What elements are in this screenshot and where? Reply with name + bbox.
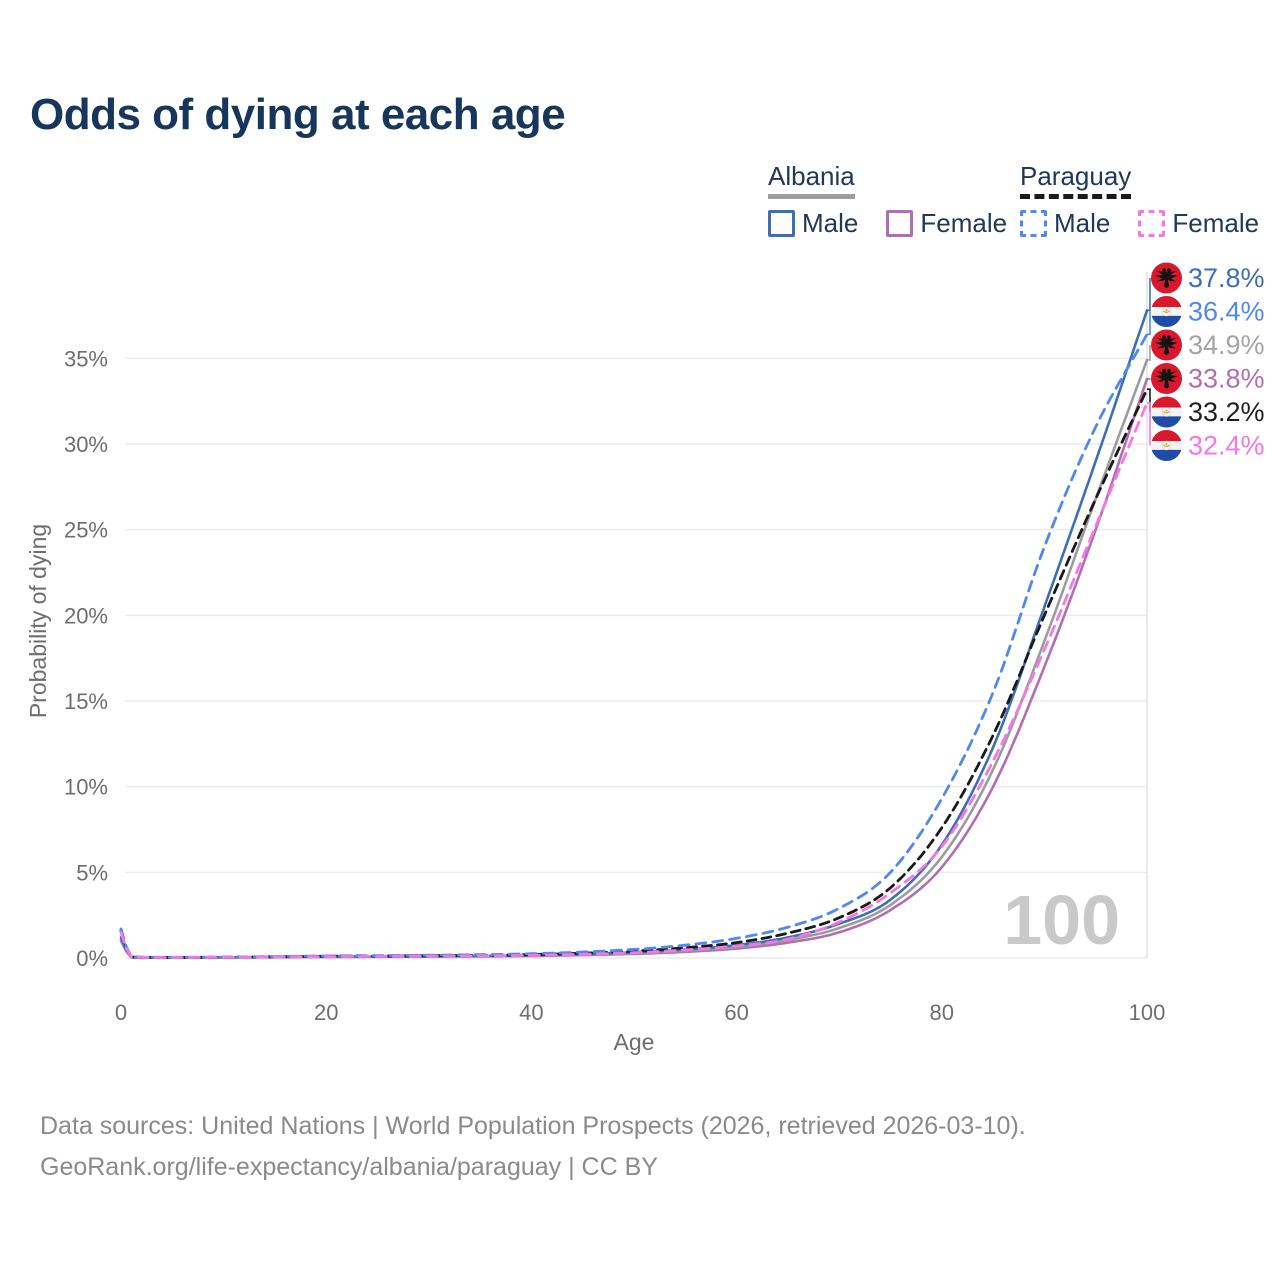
end-label-leader-line (1147, 402, 1151, 446)
paraguay-male-swatch-icon (1020, 210, 1047, 237)
legend-item-albania-male[interactable]: Male (768, 208, 858, 239)
x-tick-label: 80 (930, 1000, 954, 1025)
end-label-value: 32.4% (1188, 431, 1265, 461)
x-tick-label: 40 (519, 1000, 543, 1025)
flag-paraguay-icon (1151, 296, 1182, 327)
flag-paraguay-icon (1151, 397, 1182, 428)
legend-item-label: Male (1054, 208, 1111, 238)
legend-group-albania: Albania Male Female (768, 163, 1007, 239)
legend-header-albania: Albania (768, 163, 855, 199)
x-tick-label: 0 (115, 1000, 127, 1025)
legend-item-paraguay-female[interactable]: Female (1138, 208, 1259, 239)
legend-items-albania: Male Female (768, 208, 1007, 239)
y-tick-label: 25% (64, 518, 108, 543)
series-line-albania-female[interactable] (119, 377, 1149, 959)
series-line-albania-both-sexes[interactable] (119, 358, 1149, 959)
footer-source-line-1: Data sources: United Nations | World Pop… (40, 1112, 1026, 1140)
age-watermark: 100 (1003, 881, 1120, 959)
flag-albania-icon (1151, 363, 1182, 394)
legend-item-label: Male (802, 208, 859, 238)
end-label-value: 36.4% (1188, 297, 1265, 327)
legend-item-albania-female[interactable]: Female (886, 208, 1007, 239)
footer-source-line-2: GeoRank.org/life-expectancy/albania/para… (40, 1153, 658, 1181)
flag-albania-icon (1151, 329, 1182, 361)
series-line-paraguay-male[interactable] (119, 332, 1149, 959)
flag-paraguay-icon (1151, 430, 1182, 461)
end-label-value: 37.8% (1188, 263, 1265, 293)
y-axis-title: Probability of dying (25, 524, 51, 718)
x-tick-label: 100 (1129, 1000, 1166, 1025)
end-label-value: 33.2% (1188, 397, 1265, 427)
series-line-albania-male[interactable] (119, 309, 1149, 959)
series-line-paraguay-female[interactable] (119, 401, 1149, 959)
end-label-leader-line (1147, 278, 1151, 312)
paraguay-female-swatch-icon (1138, 210, 1166, 237)
end-label-value: 34.9% (1188, 330, 1265, 360)
legend-items-paraguay: Male Female (1020, 208, 1259, 239)
x-tick-label: 60 (724, 1000, 748, 1025)
legend-group-paraguay: Paraguay Male Female (1020, 163, 1259, 239)
legend-header-paraguay: Paraguay (1020, 163, 1132, 199)
y-tick-label: 15% (64, 689, 108, 714)
y-tick-label: 5% (76, 860, 108, 885)
y-tick-label: 20% (64, 603, 108, 628)
legend: Albania Male Female Paraguay Male (0, 163, 1280, 243)
y-tick-label: 0% (76, 946, 108, 971)
y-tick-label: 10% (64, 775, 108, 800)
end-label-value: 33.8% (1188, 364, 1265, 394)
flag-albania-icon (1151, 262, 1182, 294)
y-tick-label: 35% (64, 346, 108, 371)
legend-item-paraguay-male[interactable]: Male (1020, 208, 1110, 239)
footer: Data sources: United Nations | World Pop… (40, 1106, 1026, 1188)
albania-female-swatch-icon (886, 210, 914, 237)
end-label-leader-line (1147, 345, 1151, 361)
legend-item-label: Female (920, 208, 1008, 238)
x-axis-title: Age (614, 1029, 655, 1055)
page-title: Odds of dying at each age (30, 90, 566, 139)
y-tick-label: 30% (64, 432, 108, 457)
legend-item-label: Female (1172, 208, 1260, 238)
albania-male-swatch-icon (768, 210, 795, 237)
x-tick-label: 20 (314, 1000, 338, 1025)
end-label-leader-line (1147, 311, 1151, 336)
